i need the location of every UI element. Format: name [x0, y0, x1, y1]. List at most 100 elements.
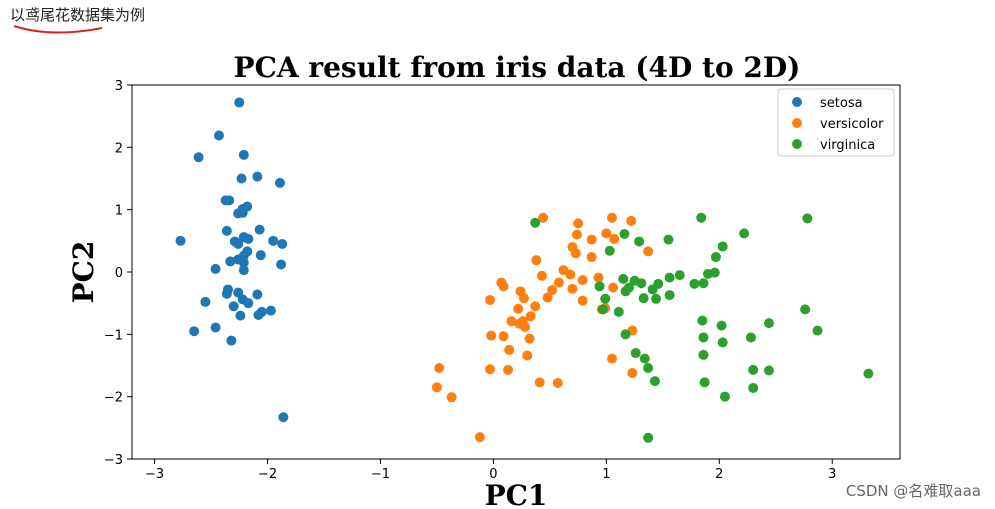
point-versicolor	[643, 246, 654, 257]
x-tick-label: −1	[371, 467, 390, 482]
point-versicolor	[503, 364, 514, 375]
legend-box	[777, 88, 895, 157]
point-setosa	[236, 173, 247, 184]
point-versicolor	[586, 234, 597, 245]
point-versicolor	[626, 215, 637, 226]
legend-label-setosa: setosa	[820, 96, 863, 111]
point-virginica	[763, 318, 774, 329]
point-versicolor	[513, 303, 524, 314]
point-virginica	[739, 228, 750, 239]
point-virginica	[620, 329, 631, 340]
point-setosa	[243, 233, 254, 244]
point-virginica	[717, 337, 728, 348]
point-versicolor	[565, 269, 576, 280]
page-caption: 以鸢尾花数据集为例	[10, 6, 146, 24]
point-setosa	[210, 322, 221, 333]
legend-marker-versicolor	[792, 118, 802, 128]
point-virginica	[651, 293, 662, 304]
point-setosa	[233, 238, 244, 249]
point-versicolor	[474, 432, 485, 443]
point-virginica	[698, 349, 709, 360]
chart-title: PCA result from iris data (4D to 2D)	[234, 51, 801, 84]
point-versicolor	[434, 362, 445, 373]
point-setosa	[268, 235, 279, 246]
point-versicolor	[553, 277, 564, 288]
x-tick-label: −2	[258, 467, 277, 482]
point-setosa	[233, 254, 244, 265]
point-setosa	[200, 296, 211, 307]
point-virginica	[613, 306, 624, 317]
point-virginica	[619, 228, 630, 239]
point-virginica	[698, 278, 709, 289]
point-setosa	[238, 265, 249, 276]
caption-underline	[13, 25, 103, 34]
point-setosa	[224, 195, 235, 206]
point-setosa	[252, 171, 263, 182]
point-virginica	[638, 293, 649, 304]
x-axis-label: PC1	[485, 479, 548, 509]
axis-ticks: −3 −2 −1 0 1 2 3 −3 −2 −1 0 1 2 3	[104, 79, 837, 482]
point-versicolor	[571, 229, 582, 240]
point-versicolor	[531, 255, 542, 266]
y-axis-label: PC2	[67, 241, 100, 304]
x-tick-label: 3	[828, 467, 836, 482]
point-virginica	[689, 278, 700, 289]
legend-marker-virginica	[792, 139, 802, 149]
point-versicolor	[601, 228, 612, 239]
point-virginica	[716, 320, 727, 331]
point-virginica	[748, 364, 759, 375]
point-versicolor	[431, 382, 442, 393]
legend-marker-setosa	[792, 97, 802, 107]
point-virginica	[703, 268, 713, 279]
point-versicolor	[593, 272, 604, 283]
point-versicolor	[609, 233, 620, 244]
point-setosa	[189, 326, 200, 337]
point-virginica	[717, 241, 728, 252]
y-tick-label: 1	[115, 204, 123, 219]
point-virginica	[710, 252, 721, 263]
point-setosa	[226, 335, 237, 346]
y-tick-label: −2	[104, 391, 123, 406]
point-setosa	[228, 301, 239, 312]
point-setosa	[235, 310, 246, 321]
point-virginica	[745, 332, 756, 343]
point-setosa	[225, 256, 236, 267]
point-versicolor	[577, 295, 588, 306]
legend-label-virginica: virginica	[820, 138, 875, 153]
point-setosa	[274, 177, 285, 188]
x-tick-label: 2	[715, 467, 723, 482]
point-setosa	[193, 152, 204, 163]
point-virginica	[664, 290, 675, 301]
point-setosa	[277, 238, 288, 249]
x-tick-label: 1	[602, 467, 610, 482]
point-versicolor	[485, 364, 496, 375]
point-setosa	[254, 224, 265, 235]
point-versicolor	[498, 281, 509, 292]
point-setosa	[242, 201, 253, 212]
point-versicolor	[486, 330, 497, 341]
point-virginica	[802, 213, 813, 224]
point-setosa	[276, 259, 287, 270]
point-versicolor	[538, 212, 549, 223]
point-virginica	[674, 270, 685, 281]
point-virginica	[618, 273, 629, 284]
point-virginica	[643, 432, 654, 443]
y-tick-label: 3	[115, 79, 123, 94]
point-virginica	[696, 212, 707, 223]
y-tick-label: −3	[104, 453, 123, 468]
point-versicolor	[506, 316, 517, 327]
y-tick-label: 2	[115, 141, 123, 156]
point-setosa	[265, 305, 276, 316]
point-versicolor	[573, 218, 584, 229]
point-versicolor	[525, 311, 536, 322]
point-versicolor	[534, 377, 545, 388]
legend-label-versicolor: versicolor	[820, 117, 884, 132]
y-tick-label: 0	[115, 266, 123, 281]
point-versicolor	[524, 333, 535, 344]
point-virginica	[699, 377, 710, 388]
point-versicolor	[577, 275, 588, 286]
point-versicolor	[518, 293, 529, 304]
point-versicolor	[570, 248, 581, 259]
point-virginica	[697, 315, 708, 326]
